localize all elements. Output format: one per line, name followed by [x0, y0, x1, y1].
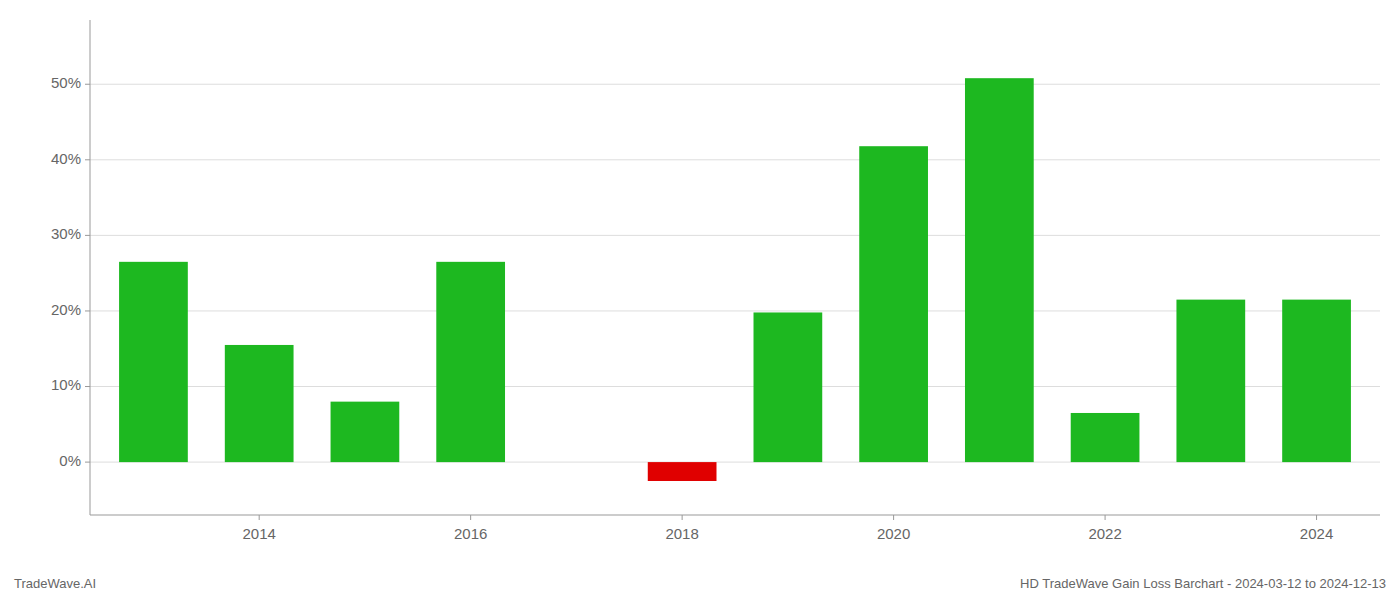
x-tick-label: 2018	[665, 525, 698, 542]
y-axis-line	[90, 20, 91, 515]
x-tick-label: 2020	[877, 525, 910, 542]
x-tick-label: 2014	[242, 525, 275, 542]
bar	[648, 462, 717, 481]
grid	[90, 84, 1380, 462]
y-tick-label: 50%	[51, 74, 81, 91]
bar	[1176, 300, 1245, 462]
title: HD TradeWave Gain Loss Barchart - 2024-0…	[1020, 576, 1386, 591]
y-tick	[85, 84, 90, 85]
grid-line	[90, 235, 1380, 236]
y-tick-label: 20%	[51, 301, 81, 318]
bars	[119, 78, 1351, 481]
bar	[225, 345, 294, 462]
grid-line	[90, 84, 1380, 85]
bar	[1071, 413, 1140, 462]
x-tick	[893, 515, 894, 520]
grid-line	[90, 159, 1380, 160]
x-axis-line	[90, 515, 1380, 516]
bar	[542, 462, 611, 463]
bar	[119, 262, 188, 462]
chart-container: 0% 10% 20% 30% 40% 50% 2014 2016 2018 2020 2022 202…	[0, 0, 1400, 600]
chart-svg: 0% 10% 20% 30% 40% 50% 2014 2016 2018 2020 2022 202…	[0, 0, 1400, 600]
x-tick-label: 2024	[1300, 525, 1333, 542]
y-tick	[85, 462, 90, 463]
y-tick-label: 40%	[51, 150, 81, 167]
x-tick	[470, 515, 471, 520]
x-tick	[1316, 515, 1317, 520]
bar	[331, 402, 400, 462]
bar	[436, 262, 505, 462]
bar	[965, 78, 1034, 462]
footer: TradeWave.AI	[14, 576, 96, 591]
y-tick	[85, 159, 90, 160]
y-tick	[85, 310, 90, 311]
y-tick-label: 30%	[51, 225, 81, 242]
y-tick	[85, 386, 90, 387]
x-tick-label: 2016	[454, 525, 487, 542]
axes	[90, 20, 1380, 515]
y-tick	[85, 235, 90, 236]
x-tick-label: 2022	[1088, 525, 1121, 542]
x-tick-labels: 2014 2016 2018 2020 2022 2024	[242, 515, 1333, 542]
bar	[1282, 300, 1351, 462]
bar	[859, 146, 928, 462]
x-tick	[682, 515, 683, 520]
x-tick	[259, 515, 260, 520]
x-tick	[1105, 515, 1106, 520]
y-tick-labels: 0% 10% 20% 30% 40% 50%	[51, 74, 90, 469]
y-tick-label: 10%	[51, 376, 81, 393]
y-tick-label: 0%	[59, 452, 81, 469]
bar	[754, 312, 823, 462]
